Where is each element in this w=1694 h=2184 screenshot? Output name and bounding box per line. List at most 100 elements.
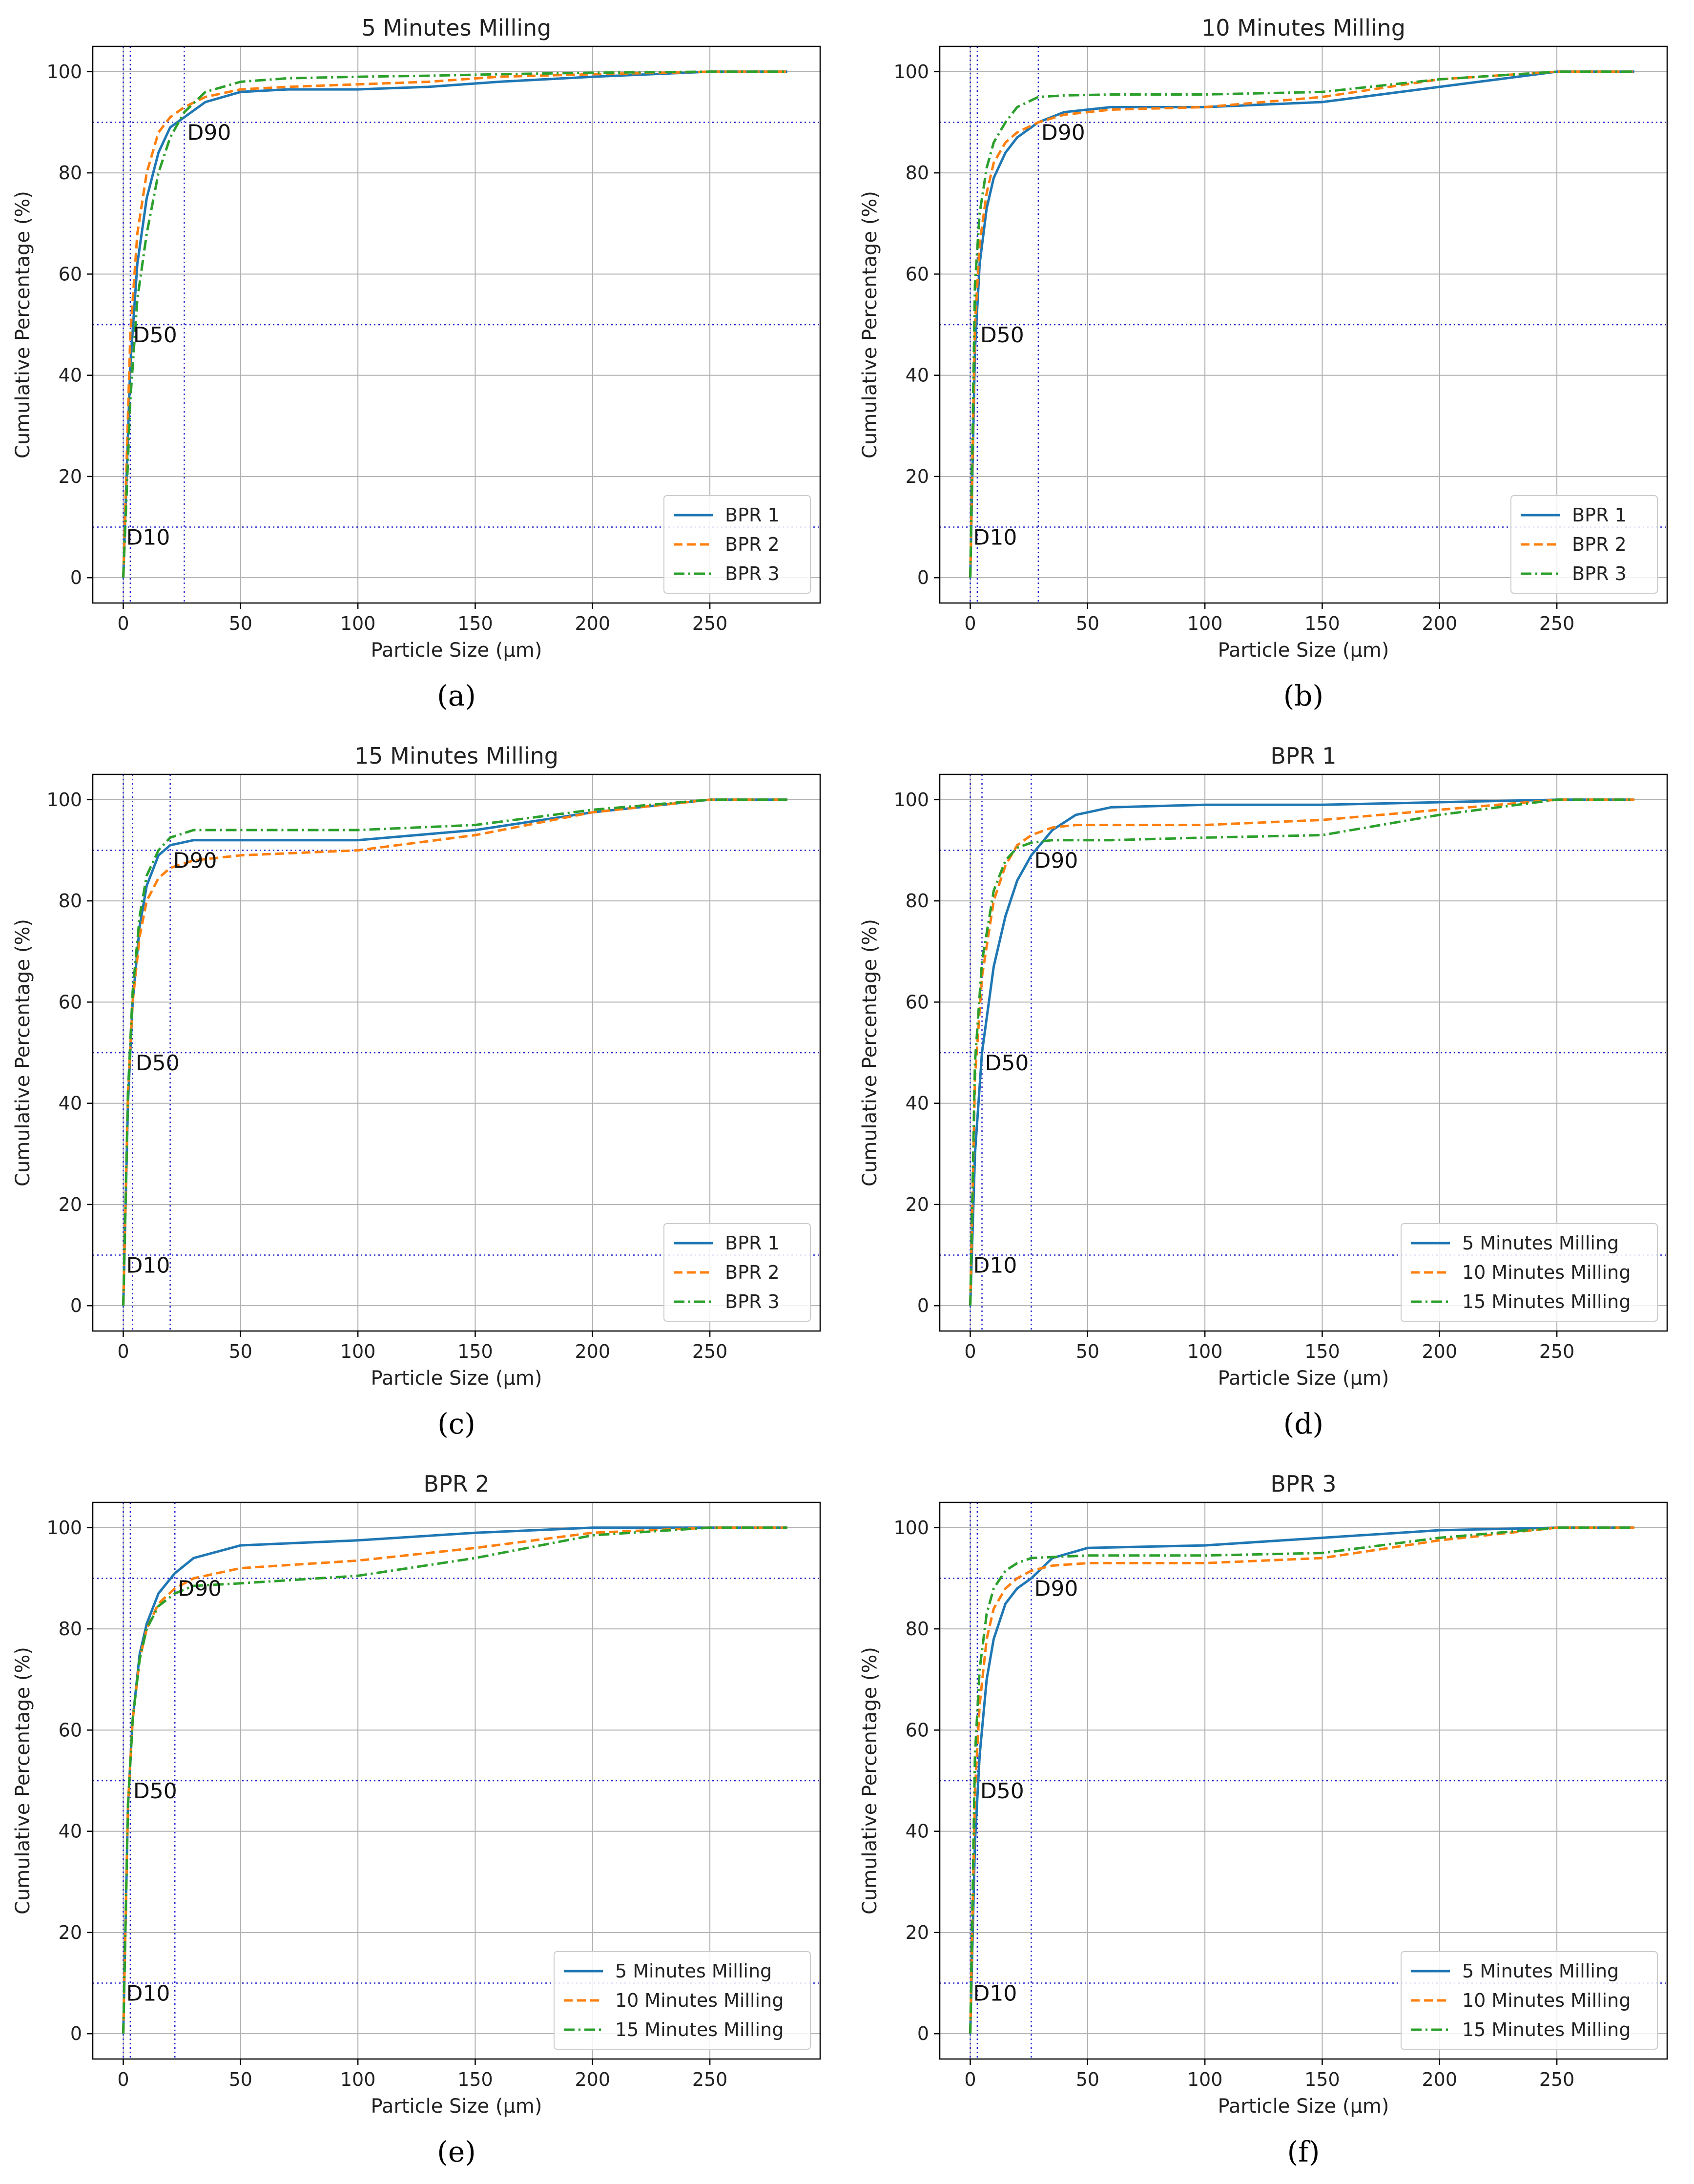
- legend-entry-3: 15 Minutes Milling: [1462, 1291, 1631, 1312]
- legend-entry-3: 15 Minutes Milling: [615, 2019, 784, 2040]
- tick-label-x: 50: [229, 2069, 252, 2090]
- tick-label-x: 0: [964, 2069, 976, 2090]
- tick-label-x: 150: [1304, 1341, 1340, 1362]
- tick-label-y: 100: [893, 1517, 929, 1539]
- series-line-1: [969, 798, 1634, 1306]
- tick-label-y: 60: [906, 263, 929, 285]
- chart-panel-a: D10 D50 D90 0 50 100 150 200 250 0 20 40 60 80 100 5 Mi…: [0, 0, 847, 728]
- label-d10: D10: [973, 1253, 1017, 1278]
- tick-label-y: 60: [906, 1719, 929, 1741]
- legend-entry-3: BPR 3: [725, 563, 780, 584]
- tick-label-y: 60: [59, 991, 82, 1013]
- tick-label-x: 50: [229, 1341, 252, 1362]
- label-d10: D10: [126, 1253, 170, 1278]
- series-line-2: [969, 798, 1634, 1306]
- y-axis-label: Cumulative Percentage (%): [12, 191, 34, 458]
- x-axis-label: Particle Size (µm): [371, 639, 542, 662]
- chart-title: 15 Minutes Milling: [354, 743, 558, 769]
- axes-frame: [92, 45, 821, 604]
- panel-caption: (e): [437, 2135, 476, 2168]
- chart-svg: D10 D50 D90 0 50 100 150 200 250 0 20 40 60 80 100 15 M…: [12, 743, 821, 1440]
- axes-frame: [92, 773, 821, 1332]
- y-axis-label: Cumulative Percentage (%): [12, 919, 34, 1186]
- tick-label-y: 60: [906, 991, 929, 1013]
- chart-svg: D10 D50 D90 0 50 100 150 200 250 0 20 40 60 80 100 BPR …: [859, 1471, 1668, 2168]
- tick-label-x: 250: [692, 2069, 728, 2090]
- tick-label-x: 150: [1304, 613, 1340, 634]
- legend-entry-3: 15 Minutes Milling: [1462, 2019, 1631, 2040]
- tick-label-y: 60: [59, 1719, 82, 1741]
- tick-label-y: 0: [70, 567, 82, 588]
- tick-label-x: 50: [1076, 1341, 1099, 1362]
- tick-label-y: 40: [906, 1821, 929, 1842]
- label-d50: D50: [980, 1779, 1024, 1804]
- tick-label-y: 0: [917, 2023, 929, 2044]
- tick-label-x: 0: [117, 613, 129, 634]
- tick-label-x: 150: [1304, 2069, 1340, 2090]
- chart-panel-f: D10 D50 D90 0 50 100 150 200 250 0 20 40 60 80 100 BPR …: [847, 1456, 1694, 2184]
- label-d50: D50: [985, 1051, 1029, 1076]
- tick-label-x: 200: [575, 1341, 611, 1362]
- tick-label-y: 40: [59, 365, 82, 386]
- label-d90: D90: [178, 1576, 222, 1601]
- tick-label-x: 200: [1422, 1341, 1458, 1362]
- legend-entry-2: BPR 2: [725, 1262, 780, 1283]
- legend-entry-1: 5 Minutes Milling: [1462, 1232, 1619, 1254]
- legend-entry-1: BPR 1: [1572, 504, 1627, 526]
- tick-label-y: 20: [59, 466, 82, 487]
- tick-label-y: 0: [70, 2023, 82, 2044]
- tick-label-x: 250: [692, 613, 728, 634]
- tick-label-y: 60: [59, 263, 82, 285]
- legend-entry-2: 10 Minutes Milling: [615, 1990, 784, 2011]
- series-line-2: [122, 70, 787, 578]
- chart-panel-c: D10 D50 D90 0 50 100 150 200 250 0 20 40 60 80 100 15 M…: [0, 728, 847, 1456]
- y-axis-label: Cumulative Percentage (%): [859, 1647, 881, 1914]
- legend-entry-2: BPR 2: [725, 534, 780, 555]
- tick-label-x: 50: [1076, 2069, 1099, 2090]
- chart-panel-b: D10 D50 D90 0 50 100 150 200 250 0 20 40 60 80 100 10 M…: [847, 0, 1694, 728]
- label-d10: D10: [973, 525, 1017, 550]
- tick-label-y: 80: [906, 162, 929, 184]
- tick-label-y: 20: [906, 1922, 929, 1943]
- tick-label-y: 20: [59, 1194, 82, 1215]
- tick-label-x: 150: [457, 2069, 493, 2090]
- chart-svg: D10 D50 D90 0 50 100 150 200 250 0 20 40 60 80 100 BPR …: [12, 1471, 821, 2168]
- chart-panel-d: D10 D50 D90 0 50 100 150 200 250 0 20 40 60 80 100 BPR …: [847, 728, 1694, 1456]
- label-d50: D50: [136, 1051, 180, 1076]
- tick-label-y: 80: [59, 890, 82, 912]
- tick-label-x: 100: [340, 613, 376, 634]
- series-line-1: [122, 70, 787, 578]
- tick-label-y: 20: [906, 1194, 929, 1215]
- legend-entry-1: BPR 1: [725, 504, 780, 526]
- panel-caption: (f): [1287, 2135, 1320, 2168]
- tick-label-y: 80: [59, 162, 82, 184]
- label-d50: D50: [133, 1779, 177, 1804]
- legend-box: [1510, 495, 1658, 594]
- series-line-3: [969, 70, 1634, 578]
- tick-label-x: 150: [457, 613, 493, 634]
- legend-entry-3: BPR 3: [725, 1291, 780, 1312]
- tick-label-y: 100: [893, 789, 929, 811]
- legend-box: [663, 495, 811, 594]
- panel-caption: (c): [437, 1407, 475, 1440]
- tick-label-x: 100: [1187, 2069, 1223, 2090]
- panel-caption: (a): [437, 679, 476, 712]
- panel-caption: (b): [1283, 679, 1323, 712]
- y-axis-label: Cumulative Percentage (%): [859, 191, 881, 458]
- chart-svg: D10 D50 D90 0 50 100 150 200 250 0 20 40 60 80 100 BPR …: [859, 743, 1668, 1440]
- tick-label-y: 40: [906, 365, 929, 386]
- axes-frame: [939, 1501, 1668, 2060]
- tick-label-y: 100: [893, 61, 929, 83]
- chart-title: BPR 1: [1270, 743, 1336, 769]
- legend-box: [1401, 1223, 1658, 1322]
- legend-entry-1: 5 Minutes Milling: [1462, 1960, 1619, 1982]
- tick-label-y: 40: [59, 1821, 82, 1842]
- tick-label-x: 250: [1539, 1341, 1575, 1362]
- label-d10: D10: [126, 525, 170, 550]
- tick-label-x: 0: [964, 613, 976, 634]
- label-d50: D50: [980, 323, 1024, 348]
- axes-frame: [939, 45, 1668, 604]
- x-axis-label: Particle Size (µm): [1218, 2095, 1389, 2118]
- series-line-3: [969, 1526, 1634, 2034]
- tick-label-x: 0: [117, 2069, 129, 2090]
